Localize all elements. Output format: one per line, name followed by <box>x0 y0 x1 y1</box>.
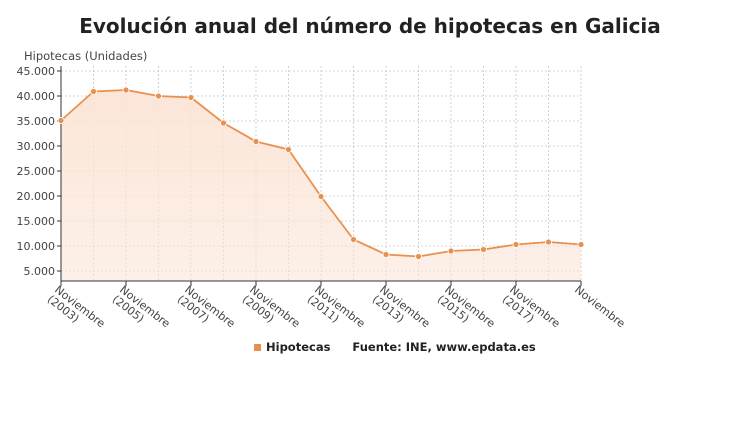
y-tick-label: 10.000 <box>17 240 56 253</box>
x-tick-label: Noviembre(2005) <box>110 283 173 340</box>
x-tick-label: Noviembre(2013) <box>370 283 433 340</box>
legend-swatch <box>254 343 261 351</box>
y-tick-label: 15.000 <box>17 215 56 228</box>
data-point[interactable] <box>285 146 292 153</box>
chart-title: Evolución anual del número de hipotecas … <box>79 14 661 38</box>
y-tick-label: 25.000 <box>17 165 56 178</box>
x-tick-label: Noviembre(2015) <box>435 283 498 340</box>
y-tick-label: 20.000 <box>17 190 56 203</box>
y-tick-label: 35.000 <box>17 115 56 128</box>
area-fill-layer <box>61 90 581 281</box>
source-credit: Fuente: INE, www.epdata.es <box>352 340 536 354</box>
series-area-fill <box>61 90 581 281</box>
data-point[interactable] <box>90 88 97 95</box>
data-point[interactable] <box>415 253 422 260</box>
x-tick-label: Noviembre <box>572 283 627 330</box>
legend-series-name[interactable]: Hipotecas <box>266 340 331 354</box>
y-tick-label: 5.000 <box>24 265 56 278</box>
x-tick-label: Noviembre(2003) <box>45 283 108 340</box>
data-point[interactable] <box>382 251 390 258</box>
data-point[interactable] <box>187 94 195 101</box>
data-point[interactable] <box>545 238 552 246</box>
data-point[interactable] <box>512 241 520 248</box>
x-tick-label: Noviembre(2007) <box>175 283 238 340</box>
y-tick-labels: 5.000 10.000 15.000 20.000 25.000 30.000 35.00… <box>17 65 56 278</box>
x-tick-label: Noviembre(2011) <box>305 283 368 340</box>
data-point[interactable] <box>577 241 585 248</box>
data-point[interactable] <box>350 236 357 243</box>
data-point[interactable] <box>155 92 162 100</box>
data-point[interactable] <box>447 247 455 255</box>
data-point[interactable] <box>57 117 65 124</box>
data-points <box>57 86 585 260</box>
axes <box>57 66 582 286</box>
y-tick-label: 40.000 <box>17 90 56 103</box>
y-tick-label: 45.000 <box>17 65 56 78</box>
y-axis-label: Hipotecas (Unidades) <box>24 49 148 63</box>
data-point[interactable] <box>317 193 325 200</box>
x-tick-labels: Noviembre(2003) Noviembre(2005) Noviembre(… <box>45 283 628 340</box>
data-point[interactable] <box>252 138 260 145</box>
data-point[interactable] <box>122 86 130 94</box>
x-tick-label: Noviembre(2009) <box>240 283 303 340</box>
y-tick-label: 30.000 <box>17 140 56 153</box>
data-point[interactable] <box>480 246 487 253</box>
x-tick-label: Noviembre(2017) <box>500 283 563 340</box>
legend: Hipotecas Fuente: INE, www.epdata.es <box>254 340 536 354</box>
data-point[interactable] <box>220 119 227 127</box>
